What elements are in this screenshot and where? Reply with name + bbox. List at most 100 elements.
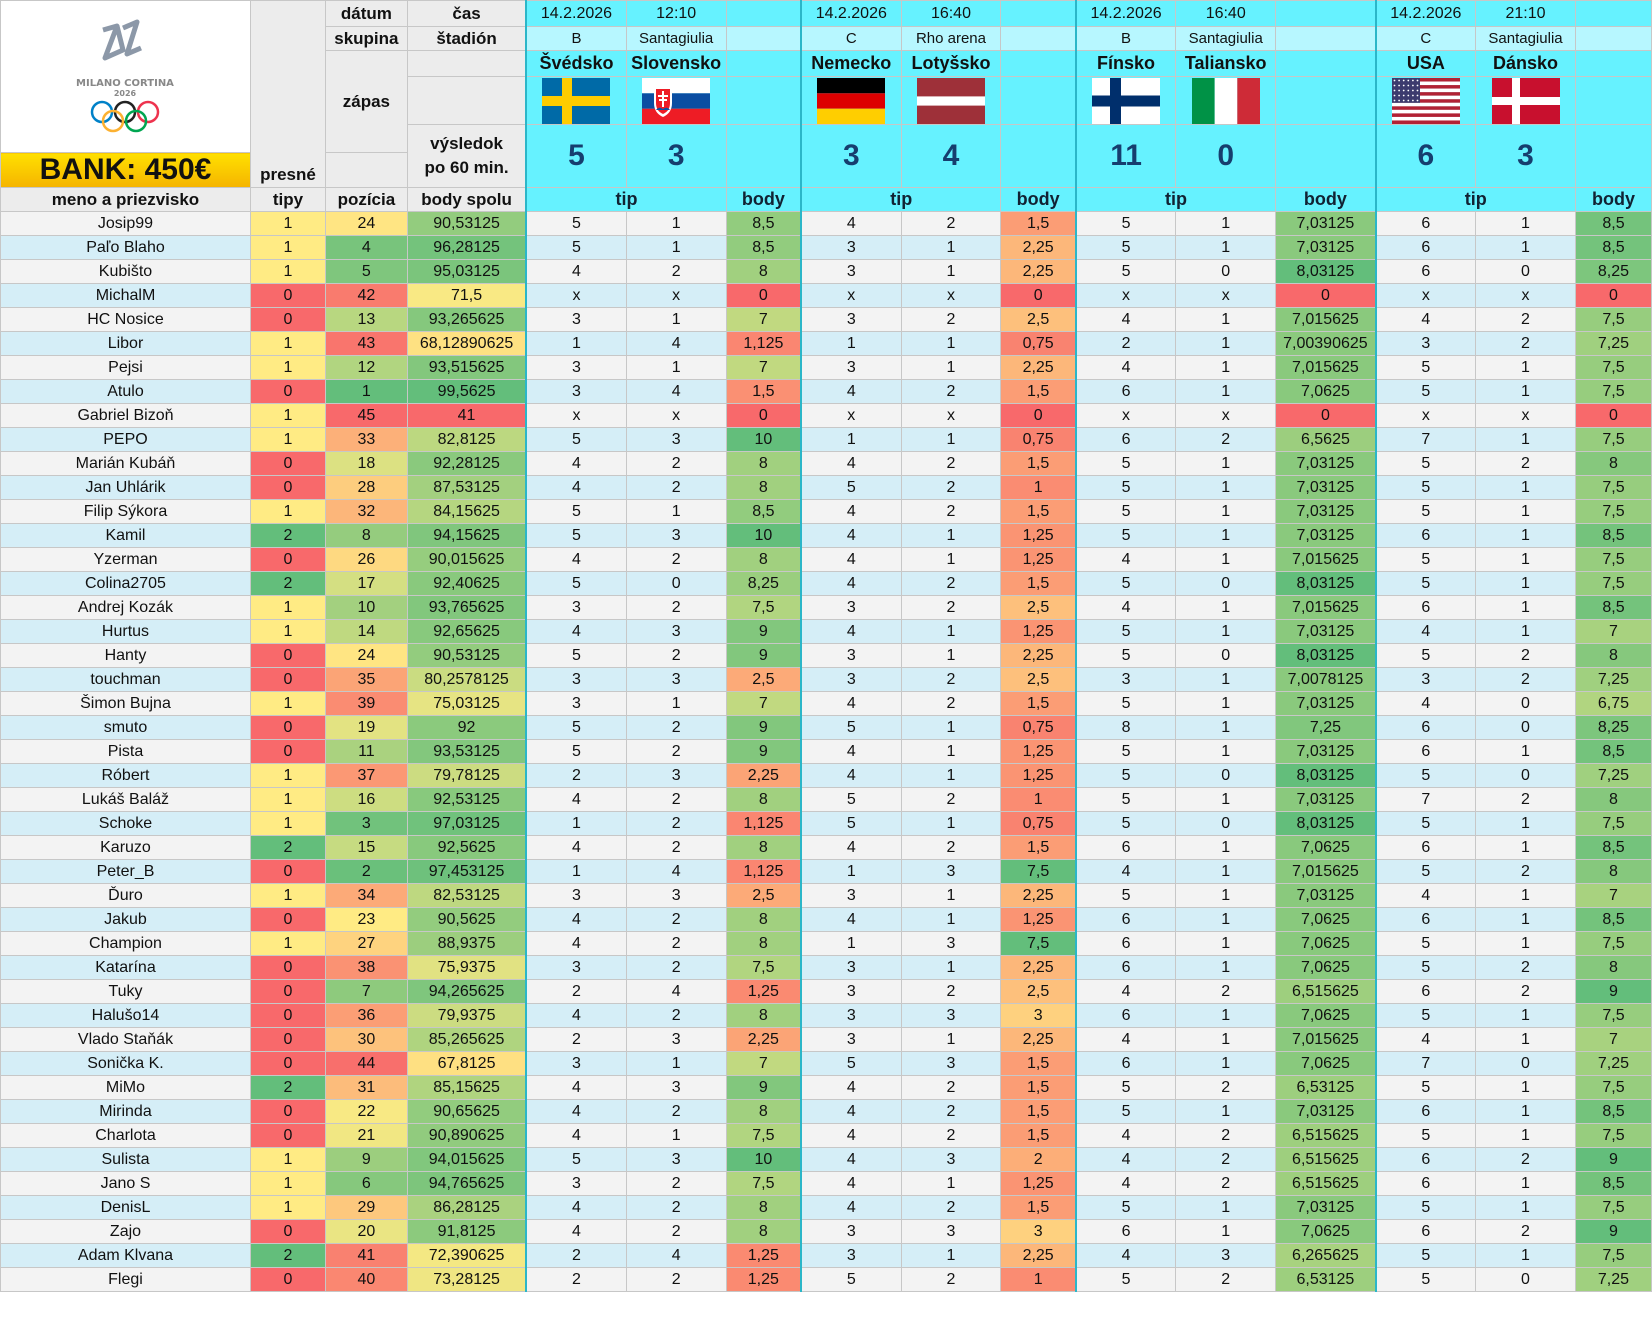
- tip-away: 1: [1475, 475, 1576, 500]
- tip-away: 1: [1175, 1099, 1277, 1124]
- match-points: 7,5: [1574, 379, 1652, 404]
- match-points: 8: [1574, 859, 1652, 884]
- home-team-cell: USA: [1374, 50, 1477, 77]
- tip-away: 1: [1475, 1171, 1576, 1196]
- tip-home: x: [1074, 403, 1177, 428]
- tip-away: 1: [1475, 1075, 1576, 1100]
- tip-home: 6: [1074, 427, 1177, 452]
- away-team-name: Lotyšsko: [911, 53, 991, 73]
- position: 18: [324, 451, 408, 476]
- exact-tips: 0: [249, 1123, 326, 1148]
- tip-home: 3: [1074, 667, 1177, 692]
- exact-tips: 2: [249, 835, 326, 860]
- tip-away: 1: [1475, 595, 1576, 620]
- tip-away: 2: [625, 1099, 727, 1124]
- tip-home: 5: [800, 787, 902, 812]
- tip-home: 4: [1374, 307, 1477, 332]
- match-time: 16:40: [1205, 4, 1246, 22]
- total-points: 90,53125: [406, 211, 527, 236]
- match-points: 7,5: [725, 1171, 802, 1196]
- match-points: 7,25: [1574, 667, 1652, 692]
- match-points: 7,015625: [1275, 355, 1377, 380]
- position: 21: [324, 1123, 408, 1148]
- tip-header: tip: [800, 187, 1002, 212]
- match-blank-cell: [1000, 0, 1077, 27]
- tip-home: 4: [525, 619, 627, 644]
- home-flag-cell: [525, 76, 627, 125]
- tip-away: 0: [625, 571, 727, 596]
- player-row: Kubišto 1 5 95,03125 4 2 8 3 1 2,25 5 0 8,03125 6 0 8,2…: [0, 259, 1652, 284]
- match-points: 7,015625: [1275, 1027, 1377, 1052]
- position: 38: [324, 955, 408, 980]
- tip-home: 5: [1074, 619, 1177, 644]
- total-points: 71,5: [406, 283, 527, 308]
- match-points: 7,03125: [1275, 451, 1377, 476]
- tip-away: 1: [1175, 859, 1277, 884]
- total-points: 91,8125: [406, 1219, 527, 1244]
- tip-away: x: [1175, 283, 1277, 308]
- exact-tips: 1: [249, 883, 326, 908]
- match-points: 7: [725, 1051, 802, 1076]
- match-group-cell: C: [1374, 26, 1477, 51]
- match-points: 8,5: [725, 235, 802, 260]
- tip-away: x: [1475, 283, 1576, 308]
- tip-home: 5: [1074, 1075, 1177, 1100]
- tip-home: 4: [1074, 1171, 1177, 1196]
- tip-away: 3: [900, 1003, 1002, 1028]
- home-score: 11: [1110, 139, 1142, 172]
- tip-home: 5: [1374, 499, 1477, 524]
- player-name: smuto: [0, 715, 251, 740]
- match-points: 7,015625: [1275, 859, 1377, 884]
- tip-away: x: [625, 283, 727, 308]
- match-points: 7,03125: [1275, 691, 1377, 716]
- tip-away: 1: [625, 211, 727, 236]
- tip-home: 5: [1374, 811, 1477, 836]
- tip-home: 5: [1374, 1075, 1477, 1100]
- exact-tips: 1: [249, 1147, 326, 1172]
- tip-away: 1: [1175, 235, 1277, 260]
- tip-away: 1: [1475, 499, 1576, 524]
- tip-home: 4: [525, 1099, 627, 1124]
- match-points: 7,5: [1574, 475, 1652, 500]
- match-points: 1,25: [1000, 547, 1077, 572]
- away-score: 0: [1217, 139, 1235, 172]
- tip-home: 5: [1374, 355, 1477, 380]
- home-score: 6: [1417, 139, 1435, 172]
- home-flag-cell: [1074, 76, 1177, 125]
- tip-home: 6: [1374, 1147, 1477, 1172]
- match-points: 8,5: [1574, 595, 1652, 620]
- match-points: 8,03125: [1275, 259, 1377, 284]
- away-team-name: Slovensko: [631, 53, 722, 73]
- tip-away: 3: [900, 859, 1002, 884]
- exact-tips: 0: [249, 1219, 326, 1244]
- tip-home: 3: [800, 1243, 902, 1268]
- match-points: 7: [1574, 619, 1652, 644]
- match-points: 7,5: [1574, 1003, 1652, 1028]
- match-group-cell: B: [525, 26, 627, 51]
- tip-home: 5: [1374, 451, 1477, 476]
- tip-away: 1: [1475, 523, 1576, 548]
- total-points: 80,2578125: [406, 667, 527, 692]
- away-team-cell: Dánsko: [1475, 50, 1576, 77]
- player-row: Colina2705 2 17 92,40625 5 0 8,25 4 2 1,5 5 0 8,0312…: [0, 571, 1652, 596]
- cas-header: čas: [406, 0, 527, 27]
- player-name: Sonička K.: [0, 1051, 251, 1076]
- total-points: 79,9375: [406, 1003, 527, 1028]
- total-points: 94,15625: [406, 523, 527, 548]
- tip-home: 6: [1074, 931, 1177, 956]
- tip-home: 6: [1374, 979, 1477, 1004]
- match-points: 7,5: [1574, 1243, 1652, 1268]
- player-name: Champion: [0, 931, 251, 956]
- match-blank-cell: [1574, 50, 1652, 77]
- match-points: 2,25: [1000, 1243, 1077, 1268]
- match-points: 7,03125: [1275, 211, 1377, 236]
- match-stadium: Santagiulia: [1488, 30, 1563, 47]
- match-points: 8: [725, 259, 802, 284]
- tip-home: 4: [1074, 547, 1177, 572]
- tip-away: 2: [625, 1267, 727, 1292]
- match-points: 6,515625: [1275, 1147, 1377, 1172]
- match-points: 1,125: [725, 811, 802, 836]
- match-date-cell: 14.2.2026: [525, 0, 627, 27]
- position: 9: [324, 1147, 408, 1172]
- tip-home: 4: [1074, 859, 1177, 884]
